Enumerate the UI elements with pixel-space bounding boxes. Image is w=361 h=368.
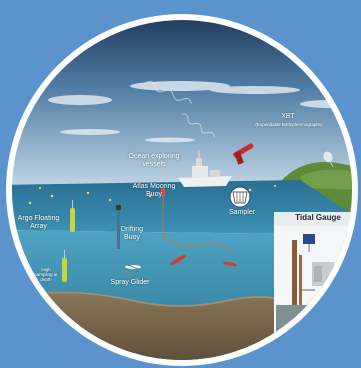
xbt-subtitle: (Expendable Bathythermographs) bbox=[255, 122, 323, 127]
satellite-dish-icon bbox=[323, 151, 334, 168]
glider-2-icon bbox=[170, 255, 186, 265]
sea-surface bbox=[12, 180, 352, 235]
xbt-probe-icon bbox=[233, 143, 254, 165]
spray-glider-icon bbox=[125, 264, 141, 270]
argo-label: Argo Floating Array bbox=[17, 215, 60, 230]
tidal-gauge-label: Tidal Gauge bbox=[295, 213, 341, 222]
surface-floats bbox=[28, 185, 276, 205]
drifting-buoy-icon bbox=[116, 205, 121, 249]
glider-3-icon bbox=[223, 261, 237, 267]
argo-float-icon bbox=[70, 200, 75, 232]
argo-deep-float-icon bbox=[62, 250, 67, 282]
drifting-buoy-label: Drifting Buoy bbox=[120, 226, 144, 241]
spray-glider-label: Spray Glider bbox=[110, 279, 150, 286]
research-vessel-icon bbox=[178, 150, 232, 187]
atlas-buoy-icon bbox=[161, 188, 233, 256]
high-sampling-label: High sampling at depth bbox=[34, 267, 58, 282]
atlas-buoy-label: Atlas Mooring Buoy bbox=[132, 183, 176, 198]
xbt-title: XBT bbox=[281, 113, 295, 120]
sampler-label: Sampler bbox=[228, 209, 256, 216]
sampler-icon bbox=[229, 186, 251, 208]
ocean-vessels-label: Ocean exploring vessels bbox=[128, 153, 180, 168]
